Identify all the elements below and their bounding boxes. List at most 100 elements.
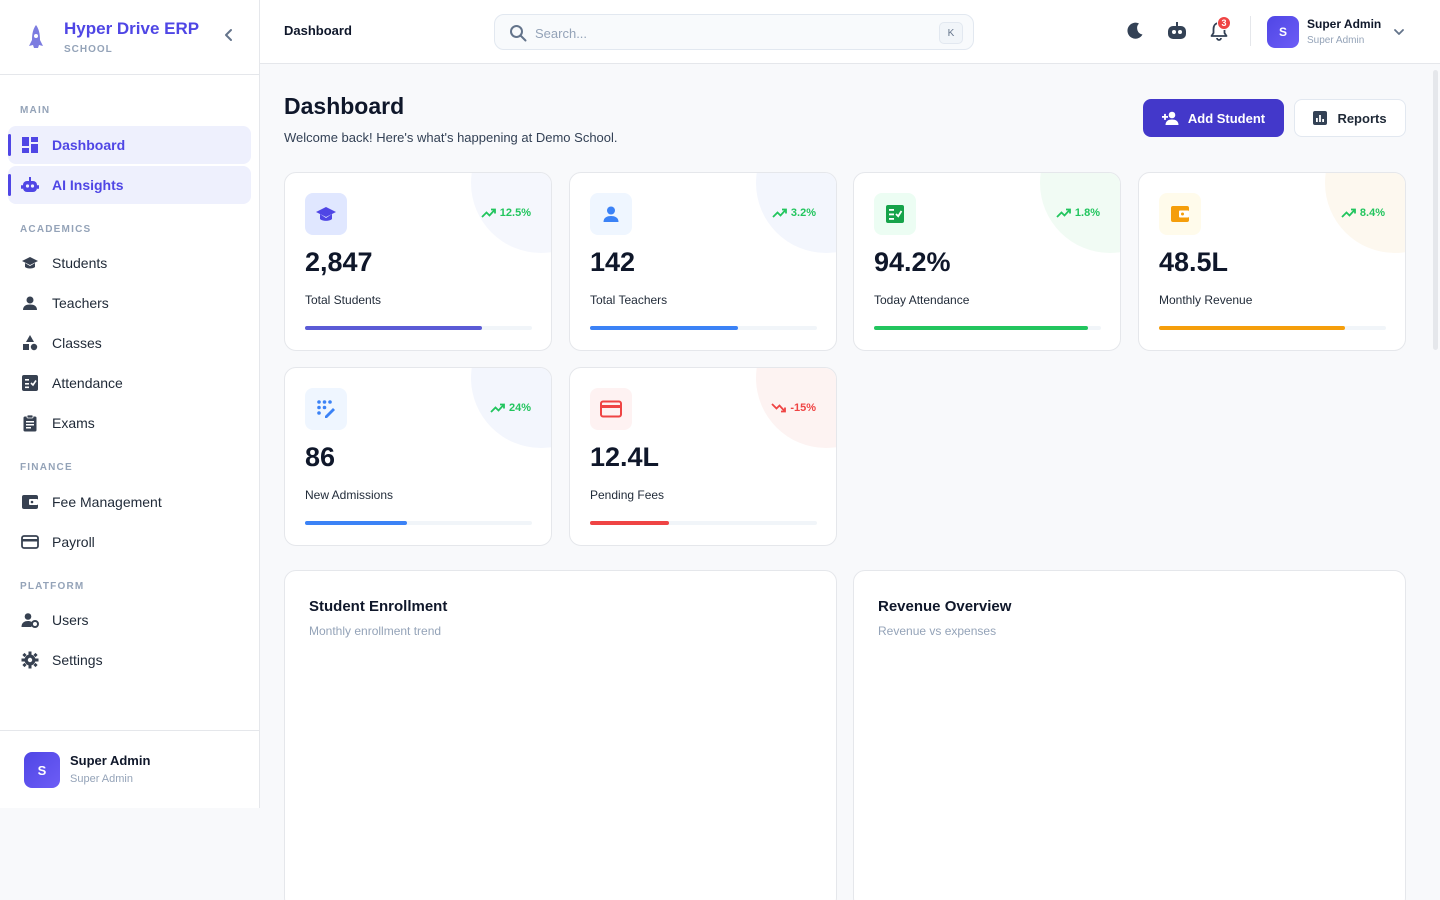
edit-grid-icon — [305, 388, 347, 430]
chevron-down-icon — [1394, 29, 1404, 35]
gear-icon — [21, 651, 39, 669]
stat-label: Total Students — [305, 293, 382, 307]
avatar: S — [1267, 16, 1299, 48]
stat-label: Today Attendance — [874, 293, 970, 307]
sidebar-item-teachers[interactable]: Teachers — [8, 284, 251, 322]
progress-track — [305, 521, 532, 525]
person-icon — [23, 296, 37, 310]
sidebar-item-exams[interactable]: Exams — [8, 404, 251, 442]
stat-label: Pending Fees — [590, 488, 665, 502]
progress-track — [1159, 326, 1386, 330]
stat-card-new-admissions[interactable]: 24% 86 New Admissions — [284, 367, 552, 546]
stat-value: 94.2% — [874, 247, 951, 277]
top-header: Dashboard K 3 S Super Admin Super Admin — [260, 0, 1440, 64]
bar-chart-icon — [1313, 111, 1328, 125]
sidebar-item-users[interactable]: Users — [8, 601, 251, 639]
chart-title: Revenue Overview — [878, 598, 1012, 615]
trend-value: 3.2% — [790, 207, 816, 219]
stat-card-today-attendance[interactable]: 1.8% 94.2% Today Attendance — [853, 172, 1121, 351]
sidebar-item-label: Students — [52, 255, 108, 271]
progress-track — [874, 326, 1101, 330]
progress-fill — [590, 326, 738, 330]
page-scrollbar[interactable] — [1432, 64, 1440, 900]
stat-value: 2,847 — [305, 247, 373, 277]
revenue-overview-chart-card: Revenue Overview Revenue vs expenses — [853, 570, 1406, 900]
nav-section-academics: ACADEMICS — [20, 224, 92, 235]
reports-button[interactable]: Reports — [1294, 99, 1406, 137]
add-student-button[interactable]: Add Student — [1143, 99, 1284, 137]
trend-indicator: 12.5% — [481, 207, 531, 219]
user-menu-dropdown[interactable]: S Super Admin Super Admin — [1266, 14, 1416, 50]
ai-assistant-robot-icon[interactable] — [1166, 20, 1188, 42]
trend-indicator: 1.8% — [1056, 207, 1100, 219]
sidebar-item-attendance[interactable]: Attendance — [8, 364, 251, 402]
sidebar-item-classes[interactable]: Classes — [8, 324, 251, 362]
trend-indicator: 24% — [490, 402, 531, 414]
student-enrollment-chart-card: Student Enrollment Monthly enrollment tr… — [284, 570, 837, 900]
trend-up-icon — [490, 403, 505, 413]
robot-icon — [21, 177, 39, 192]
sidebar: Hyper Drive ERP SCHOOL MAIN Dashboard AI… — [0, 0, 260, 808]
sidebar-item-label: Payroll — [52, 534, 95, 550]
search-box[interactable]: K — [494, 14, 974, 50]
header-breadcrumb-title: Dashboard — [284, 23, 352, 38]
trend-indicator: -15% — [771, 402, 816, 414]
stat-card-pending-fees[interactable]: -15% 12.4L Pending Fees — [569, 367, 837, 546]
sidebar-item-label: AI Insights — [52, 177, 124, 193]
sidebar-item-label: Settings — [52, 652, 103, 668]
sidebar-item-label: Fee Management — [52, 494, 162, 510]
graduation-cap-icon — [22, 257, 38, 269]
page-title: Dashboard — [284, 93, 405, 119]
trend-up-icon — [481, 208, 496, 218]
nav-section-finance: FINANCE — [20, 462, 73, 473]
person-icon — [590, 193, 632, 235]
sidebar-item-payroll[interactable]: Payroll — [8, 523, 251, 561]
trend-value: 12.5% — [499, 207, 531, 219]
avatar: S — [24, 752, 60, 788]
stat-card-monthly-revenue[interactable]: 8.4% 48.5L Monthly Revenue — [1138, 172, 1406, 351]
rocket-icon — [29, 25, 43, 48]
nav-section-platform: PLATFORM — [20, 581, 85, 592]
chart-subtitle: Monthly enrollment trend — [309, 624, 442, 638]
add-student-label: Add Student — [1187, 110, 1266, 126]
notification-count-badge: 3 — [1217, 16, 1231, 30]
reports-label: Reports — [1337, 110, 1387, 126]
collapse-sidebar-chevron-left-icon[interactable] — [220, 26, 238, 44]
stat-value: 86 — [305, 442, 336, 472]
trend-up-icon — [1056, 208, 1071, 218]
sidebar-item-ai-insights[interactable]: AI Insights — [8, 166, 251, 204]
dark-mode-moon-icon[interactable] — [1124, 20, 1146, 42]
sidebar-item-settings[interactable]: Settings — [8, 641, 251, 679]
stat-card-total-teachers[interactable]: 3.2% 142 Total Teachers — [569, 172, 837, 351]
sidebar-user-name: Super Admin — [70, 753, 151, 768]
attendance-icon — [22, 375, 38, 391]
trend-value: 8.4% — [1359, 207, 1385, 219]
scrollbar-thumb[interactable] — [1433, 70, 1438, 350]
credit-card-icon — [21, 535, 39, 549]
trend-value: 24% — [508, 402, 531, 414]
progress-fill — [874, 326, 1088, 330]
progress-fill — [1159, 326, 1346, 330]
stat-label: Total Teachers — [590, 293, 668, 307]
trend-indicator: 8.4% — [1341, 207, 1385, 219]
sidebar-user-card[interactable]: S Super Admin Super Admin — [0, 730, 259, 808]
trend-indicator: 3.2% — [772, 207, 816, 219]
stat-value: 12.4L — [590, 442, 660, 472]
progress-track — [590, 521, 817, 525]
sidebar-item-fee-management[interactable]: Fee Management — [8, 483, 251, 521]
header-divider — [1250, 16, 1251, 46]
chart-subtitle: Revenue vs expenses — [878, 624, 997, 638]
trend-up-icon — [1341, 208, 1356, 218]
users-gear-icon — [21, 613, 39, 628]
stat-card-total-students[interactable]: 12.5% 2,847 Total Students — [284, 172, 552, 351]
sidebar-item-students[interactable]: Students — [8, 244, 251, 282]
sidebar-user-role: Super Admin — [70, 773, 133, 785]
nav-section-main: MAIN — [20, 105, 51, 116]
clipboard-icon — [23, 414, 37, 432]
search-input[interactable] — [535, 23, 915, 43]
progress-track — [590, 326, 817, 330]
sidebar-item-dashboard[interactable]: Dashboard — [8, 126, 251, 164]
stat-label: Monthly Revenue — [1159, 293, 1253, 307]
sidebar-item-label: Users — [52, 612, 89, 628]
wallet-icon — [22, 495, 38, 509]
